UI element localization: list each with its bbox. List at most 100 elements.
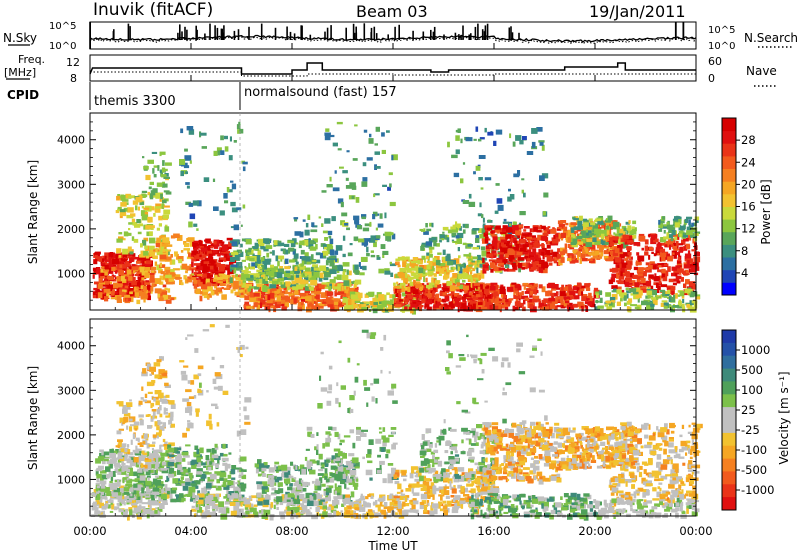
data-cell	[333, 276, 338, 280]
data-cell	[117, 206, 122, 210]
data-cell	[646, 290, 653, 296]
data-cell	[332, 142, 338, 147]
data-cell	[106, 490, 112, 497]
data-cell	[302, 280, 309, 284]
data-cell	[207, 265, 214, 271]
data-cell	[154, 475, 159, 478]
data-cell	[293, 291, 299, 295]
data-cell	[366, 253, 370, 257]
data-cell	[195, 258, 200, 261]
data-cell	[313, 272, 320, 278]
data-cell	[158, 223, 162, 227]
data-cell	[147, 225, 155, 229]
data-cell	[93, 287, 98, 291]
data-cell	[355, 280, 358, 284]
data-cell	[570, 234, 576, 238]
data-cell	[105, 503, 109, 507]
data-cell	[112, 293, 119, 296]
data-cell	[515, 288, 518, 291]
data-cell	[573, 218, 579, 221]
data-cell	[663, 305, 668, 309]
data-cell	[484, 177, 492, 181]
data-cell	[292, 266, 295, 269]
data-cell	[183, 248, 190, 251]
data-cell	[211, 289, 218, 295]
data-cell	[441, 238, 444, 241]
data-cell	[431, 222, 434, 228]
data-cell	[224, 146, 229, 152]
data-cell	[473, 171, 476, 175]
data-cell	[94, 281, 101, 285]
data-cell	[499, 262, 504, 266]
data-cell	[103, 451, 110, 456]
data-cell	[234, 291, 241, 296]
data-cell	[109, 510, 114, 513]
data-cell	[179, 280, 183, 285]
colorbar-swatch	[722, 181, 736, 195]
data-cell	[352, 158, 358, 161]
data-cell	[151, 151, 158, 154]
data-cell	[118, 236, 124, 239]
data-cell	[162, 284, 167, 288]
data-cell	[675, 240, 679, 247]
data-cell	[260, 244, 265, 250]
data-cell	[208, 253, 214, 257]
data-cell	[125, 298, 129, 303]
data-cell	[200, 291, 203, 295]
data-cell	[266, 303, 274, 306]
data-cell	[228, 278, 231, 283]
data-cell	[667, 256, 673, 262]
data-cell	[384, 212, 387, 219]
data-cell	[249, 257, 255, 262]
data-cell	[497, 204, 504, 211]
data-cell	[663, 302, 669, 306]
data-cell	[208, 245, 211, 251]
data-cell	[242, 166, 246, 172]
data-cell	[577, 220, 583, 227]
data-cell	[256, 272, 259, 279]
figure-title: Inuvik (fitACF)	[93, 0, 213, 20]
data-cell	[514, 240, 518, 244]
data-cell	[112, 279, 116, 282]
data-cell	[145, 267, 151, 272]
data-cell	[462, 242, 467, 246]
data-cell	[577, 226, 583, 230]
data-cell	[269, 293, 275, 299]
colorbar-swatch	[722, 143, 736, 157]
data-cell	[310, 254, 314, 260]
data-cell	[294, 231, 301, 236]
data-cell	[210, 290, 215, 296]
data-cell	[255, 259, 262, 265]
data-cell	[118, 269, 123, 275]
data-cell	[165, 256, 172, 261]
data-cell	[618, 233, 623, 236]
data-cell	[388, 172, 393, 176]
data-cell	[189, 241, 194, 247]
data-cell	[463, 254, 470, 257]
data-cell	[266, 252, 270, 258]
data-cell	[484, 227, 487, 230]
data-cell	[229, 277, 233, 284]
data-cell	[122, 201, 127, 206]
data-cell	[491, 240, 498, 247]
data-cell	[232, 284, 239, 290]
data-cell	[219, 210, 225, 216]
data-cell	[646, 280, 652, 287]
data-cell	[185, 265, 192, 271]
data-cell	[455, 235, 460, 239]
data-cell	[676, 251, 680, 256]
data-cell	[468, 201, 476, 207]
data-cell	[346, 269, 349, 275]
data-cell	[587, 303, 593, 306]
data-cell	[315, 288, 322, 292]
freq-line	[89, 62, 696, 75]
data-cell	[158, 269, 163, 274]
data-cell	[611, 273, 617, 278]
data-cell	[487, 219, 491, 222]
data-cell	[572, 303, 578, 308]
data-cell	[113, 275, 116, 278]
data-cell	[241, 272, 246, 278]
data-cell	[500, 239, 507, 243]
data-cell	[114, 464, 122, 468]
data-cell	[509, 243, 512, 246]
